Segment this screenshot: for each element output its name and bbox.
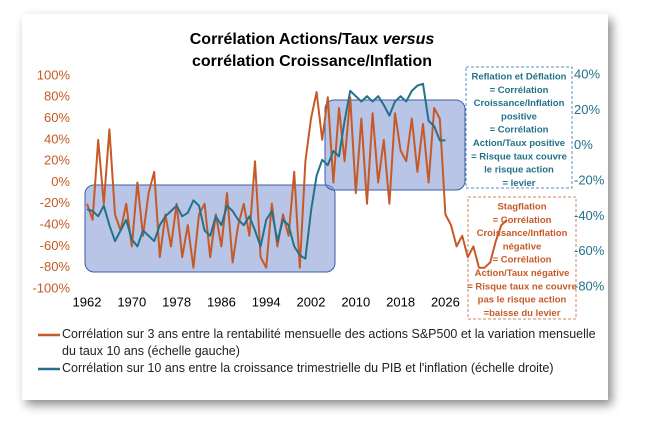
title-part: Corrélation Actions/Taux [190,31,379,48]
y-tick-label: 20% [44,153,70,168]
x-tick-label: 2002 [297,294,326,309]
legend-entry: Corrélation sur 3 ans entre la rentabili… [62,326,602,360]
x-tick-label: 1986 [207,294,236,309]
annotation-text: = Corrélation [490,125,549,136]
annotation-text: Reflation et Déflation [471,72,566,83]
annotation-text: = Risque taux couvre [471,151,567,162]
x-tick-label: 1994 [252,294,281,309]
series-line [86,91,508,269]
annotation-text: Stagflation [497,202,546,213]
legend-entry: Corrélation sur 10 ans entre la croissan… [62,360,602,377]
annotation-text: =baisse du levier [484,308,561,319]
y2-tick-label: 0% [574,137,593,152]
y-tick-label: -60% [40,238,71,253]
annotation-text: négative [503,241,542,252]
legend-label: Corrélation sur 3 ans entre la rentabili… [62,327,596,358]
annotation-text: pas le risque action [478,295,567,306]
x-tick-label: 1962 [73,294,102,309]
chart-title: corrélation Croissance/Inflation [192,53,432,70]
chart-title: Corrélation Actions/Taux versus [190,31,435,48]
y2-tick-label: -40% [574,208,605,223]
annotation-text: = Risque taux ne couvre [467,281,577,292]
x-tick-label: 1970 [117,294,146,309]
annotation-box [467,196,577,320]
y-tick-label: 100% [37,67,71,82]
x-tick-label: 2010 [341,294,370,309]
x-tick-label: 2026 [431,294,460,309]
annotation-text: = levier [502,178,535,189]
annotation-text: le risque action [484,165,554,176]
annotation-text: positive [501,111,537,122]
annotation-box [465,66,573,189]
title-emphasis: versus [383,31,435,48]
annotation-text: Action/Taux négative [475,268,570,279]
y-tick-label: 0% [51,174,70,189]
legend-label: Corrélation sur 10 ans entre la croissan… [62,361,554,375]
y2-tick-label: 40% [574,66,600,81]
y-tick-label: 60% [44,110,70,125]
y2-tick-label: -80% [574,278,605,293]
y-tick-label: -80% [40,259,71,274]
y-tick-label: -20% [40,195,71,210]
y-tick-label: 80% [44,89,70,104]
x-tick-label: 2018 [386,294,415,309]
y2-tick-label: -60% [574,243,605,258]
y2-tick-label: -20% [574,172,605,187]
y-tick-label: -100% [32,280,70,295]
y-tick-label: -40% [40,217,71,232]
annotation-text: = Corrélation [493,255,552,266]
annotation-text: = Corrélation [490,85,549,96]
annotation-text: Action/Taux positive [473,138,565,149]
y-tick-label: 40% [44,131,70,146]
x-tick-label: 1978 [162,294,191,309]
annotation-text: Croissance/Inflation [474,98,565,109]
annotation-text: = Corrélation [493,215,552,226]
y2-tick-label: 20% [574,102,600,117]
series-line [86,82,446,260]
annotation-text: Croissance/Inflation [477,228,568,239]
